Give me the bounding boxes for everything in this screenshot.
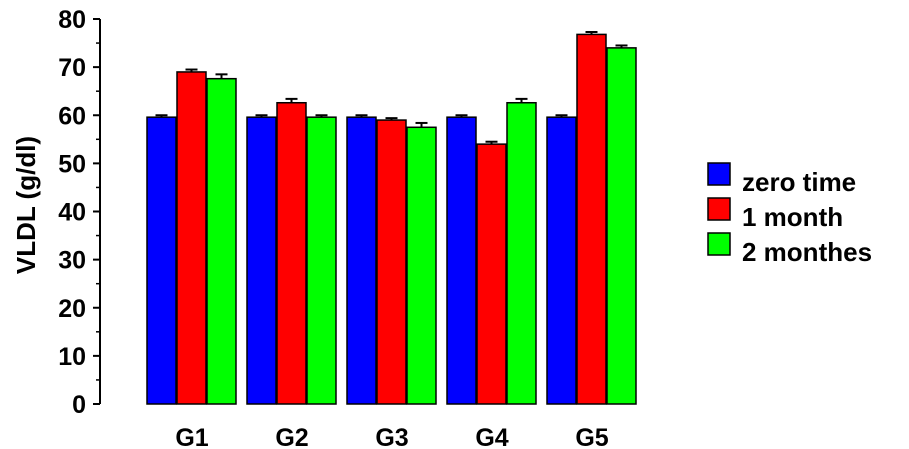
- y-tick-label: 60: [58, 102, 86, 130]
- y-tick-label: 80: [58, 6, 86, 34]
- bar: [576, 33, 607, 405]
- bar: [606, 47, 637, 405]
- y-tick-label: 0: [72, 391, 86, 419]
- y-tick-label: 20: [58, 295, 86, 323]
- x-tick-label: G3: [375, 424, 408, 449]
- y-tick-label: 10: [58, 343, 86, 371]
- x-tick-label: G4: [475, 424, 508, 449]
- bar: [276, 101, 307, 405]
- legend-swatch: [707, 197, 731, 221]
- bar: [246, 116, 277, 405]
- bars: [146, 30, 637, 405]
- y-axis: 0 10 20 30 40 50 60 70 80: [58, 6, 101, 419]
- bar: [146, 116, 177, 405]
- bar: [446, 116, 477, 405]
- legend-swatch: [707, 232, 731, 256]
- x-tick-label: G1: [175, 424, 208, 449]
- bar: [546, 116, 577, 405]
- bar: [506, 101, 537, 405]
- y-axis-label: VLDL (g/dl): [11, 136, 41, 274]
- legend-swatch: [707, 162, 731, 186]
- x-tick-label: G2: [275, 424, 308, 449]
- bar: [476, 143, 507, 405]
- x-axis: G1 G2 G3 G4 G5: [175, 424, 608, 449]
- bar: [406, 126, 437, 405]
- bar: [346, 116, 377, 405]
- y-tick-label: 40: [58, 199, 86, 227]
- bar: [176, 71, 207, 405]
- bar: [376, 119, 407, 405]
- y-tick-label: 30: [58, 247, 86, 275]
- legend: zero time 1 month 2 monthes: [707, 162, 872, 267]
- y-tick-label: 70: [58, 54, 86, 82]
- x-tick-label: G5: [575, 424, 608, 449]
- legend-label: 1 month: [742, 202, 843, 232]
- bar: [206, 77, 237, 405]
- y-tick-label: 50: [58, 150, 86, 178]
- bar: [306, 116, 337, 405]
- legend-label: zero time: [742, 167, 856, 197]
- legend-label: 2 monthes: [742, 237, 872, 267]
